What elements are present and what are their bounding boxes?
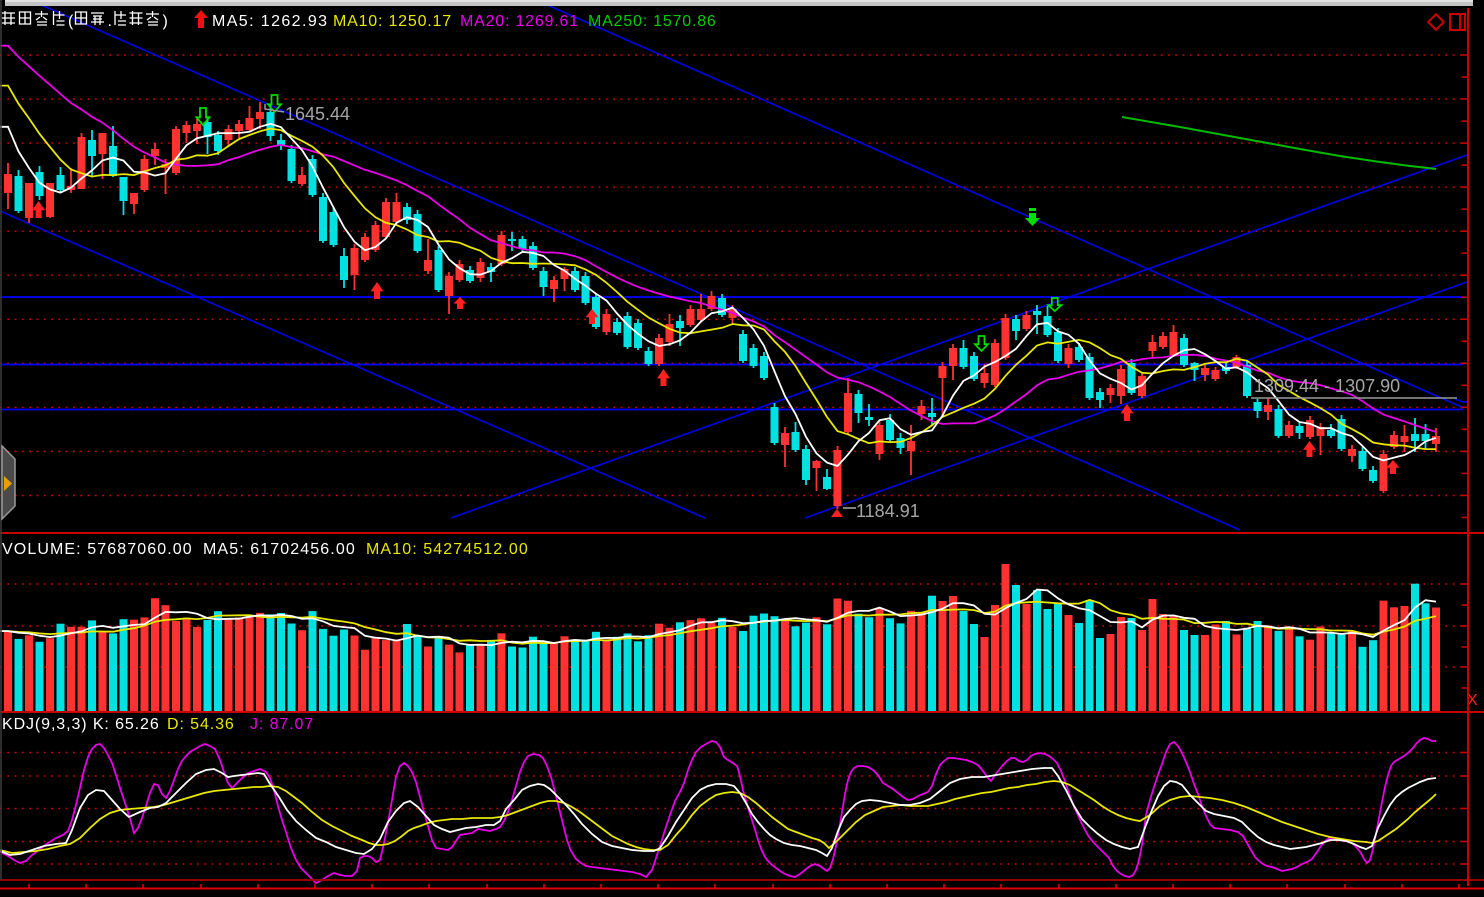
svg-text:MA20: 1269.61: MA20: 1269.61 xyxy=(460,13,579,30)
svg-text:.: . xyxy=(108,13,112,30)
svg-text:(: ( xyxy=(68,13,74,30)
svg-text:X: X xyxy=(1467,692,1478,709)
svg-text:1309.44 - 1307.90: 1309.44 - 1307.90 xyxy=(1254,376,1400,396)
svg-text:MA10: 1250.17: MA10: 1250.17 xyxy=(333,13,452,30)
svg-text:1645.44: 1645.44 xyxy=(285,104,350,124)
svg-text:VOLUME: 57687060.00: VOLUME: 57687060.00 xyxy=(2,541,193,558)
svg-text:J: 87.07: J: 87.07 xyxy=(250,716,314,733)
svg-text:MA5: 1262.93: MA5: 1262.93 xyxy=(212,13,328,30)
svg-text:): ) xyxy=(163,13,168,30)
svg-text:D: 54.36: D: 54.36 xyxy=(167,716,235,733)
svg-text:MA250: 1570.86: MA250: 1570.86 xyxy=(588,13,717,30)
svg-text:MA10: 54274512.00: MA10: 54274512.00 xyxy=(366,541,529,558)
svg-text:1184.91: 1184.91 xyxy=(856,501,920,521)
svg-text:KDJ(9,3,3) K: 65.26: KDJ(9,3,3) K: 65.26 xyxy=(2,716,160,733)
svg-text:MA5: 61702456.00: MA5: 61702456.00 xyxy=(203,541,356,558)
